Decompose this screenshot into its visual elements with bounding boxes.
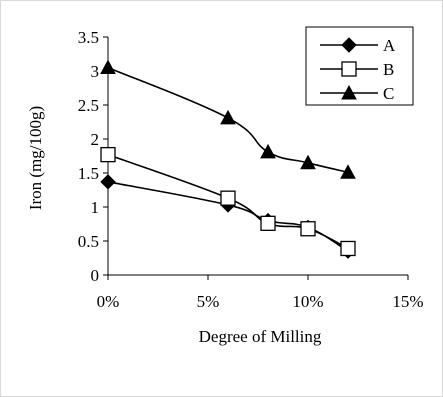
y-tick-label: 1 — [91, 198, 100, 217]
series-b-point — [220, 190, 236, 206]
legend-marker-c — [341, 84, 357, 100]
series-c-point — [220, 109, 236, 125]
legend-label-c: C — [383, 84, 394, 103]
legend: ABC — [305, 26, 414, 106]
series-c-point — [100, 59, 116, 75]
y-tick-label: 3 — [91, 62, 100, 81]
y-tick-label: 0 — [91, 266, 100, 285]
y-axis-label: Iron (mg/100g) — [26, 106, 45, 210]
x-tick-label: 15% — [392, 292, 423, 311]
series-b-point — [300, 221, 316, 237]
series-b-point — [100, 146, 116, 163]
legend-marker-a — [341, 37, 357, 53]
x-axis-label: Degree of Milling — [199, 327, 322, 346]
series-c — [100, 59, 356, 179]
y-tick-label: 2.5 — [78, 96, 99, 115]
y-tick-label: 2 — [91, 130, 100, 149]
series-b-point — [340, 240, 356, 257]
series-layer — [100, 59, 356, 259]
x-tick-label: 0% — [97, 292, 120, 311]
legend-label-b: B — [383, 60, 394, 79]
series-a — [100, 174, 356, 259]
legend-marker-b — [341, 61, 357, 77]
y-tick-label: 1.5 — [78, 164, 99, 183]
x-tick-label: 5% — [197, 292, 220, 311]
series-b-point — [260, 215, 276, 231]
series-c-line — [107, 66, 349, 174]
legend-label-a: A — [383, 36, 396, 55]
y-tick-label: 0.5 — [78, 232, 99, 251]
x-tick-labels: 0% 5% 10% 15% — [97, 292, 424, 311]
series-c-point — [300, 154, 316, 170]
y-tick-label: 3.5 — [78, 28, 99, 47]
legend-box — [305, 26, 414, 106]
series-c-point — [260, 143, 276, 159]
x-tick-label: 10% — [292, 292, 323, 311]
series-a-point — [100, 174, 116, 190]
series-c-point — [340, 164, 356, 179]
y-tick-labels: 0 0.5 1 1.5 2 2.5 3 3.5 — [78, 28, 99, 285]
series-b — [100, 146, 356, 257]
